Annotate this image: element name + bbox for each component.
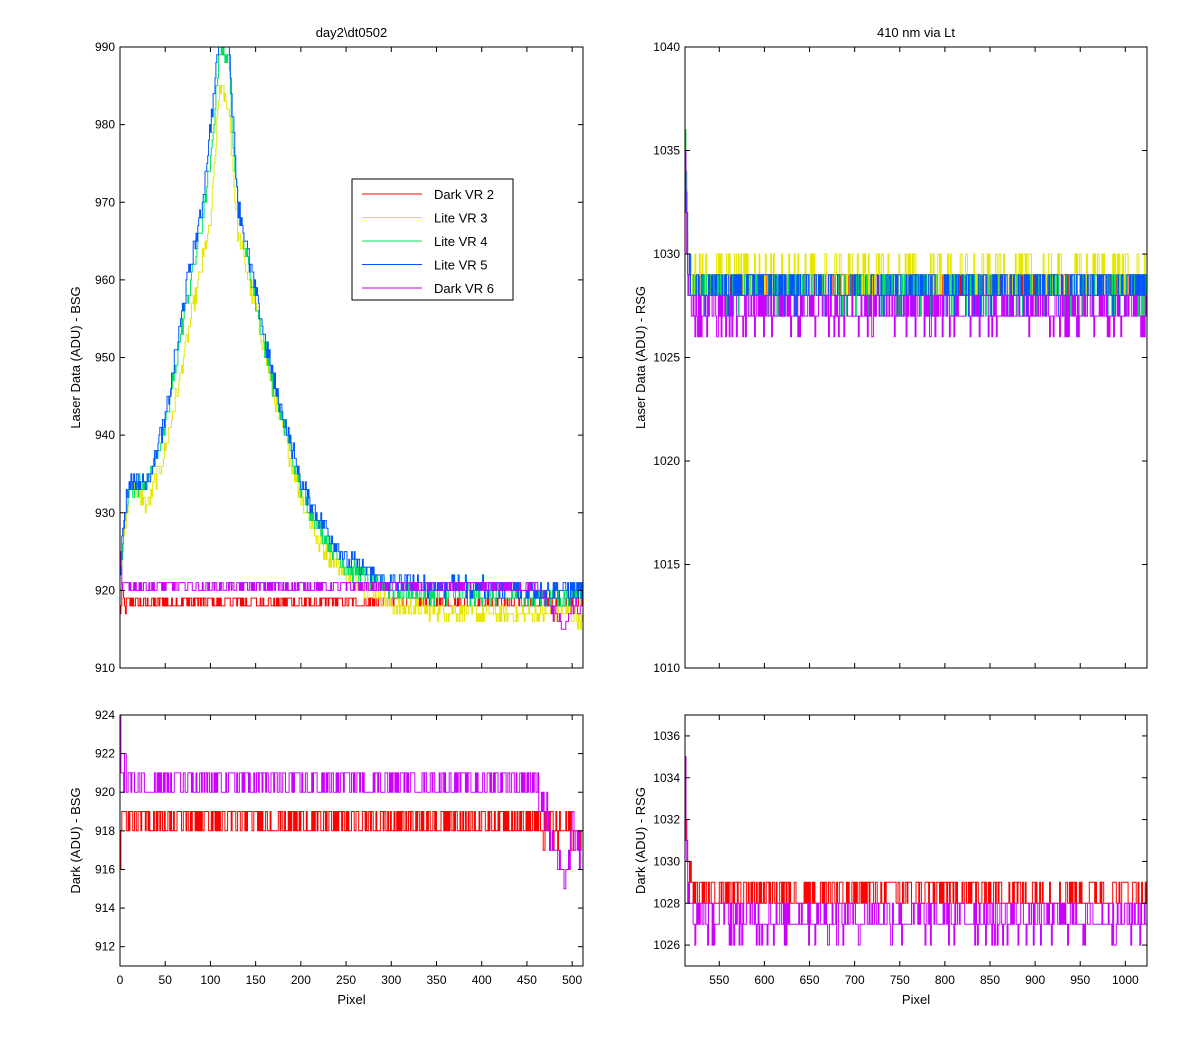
x-tick-label: 850 [980,973,1000,987]
y-tick-label: 1040 [653,40,680,54]
y-tick-label: 1010 [653,661,680,675]
series-line-dark-vr-6 [685,756,1147,946]
legend-label: Lite VR 3 [434,211,487,226]
x-tick-label: 800 [935,973,955,987]
y-axis-label: Dark (ADU) - BSG [68,787,83,893]
x-tick-label: 200 [291,973,311,987]
y-tick-label: 1030 [653,854,680,868]
series-line-dark-vr-6 [120,551,583,630]
y-tick-label: 1034 [653,771,680,785]
y-tick-label: 970 [95,195,115,209]
legend-box [351,178,514,301]
x-tick-label: 1000 [1112,973,1139,987]
x-tick-label: 100 [200,973,220,987]
y-tick-label: 1015 [653,558,680,572]
y-tick-label: 912 [95,940,115,954]
x-tick-label: 550 [709,973,729,987]
legend-label: Lite VR 5 [434,258,487,273]
panel-top-left: 910 920 930 940 950 960 970 980 990 day2\dt0502 La… [68,25,584,675]
plot-frame-bottom-right [684,714,1148,967]
panel-top-right: 1010 1015 1020 1025 1030 1035 1040 410 nm via L… [633,25,1148,675]
y-tick-label: 930 [95,506,115,520]
series-line-lite-vr-5 [120,47,583,599]
y-tick-label: 960 [95,273,115,287]
y-tick-label: 1020 [653,454,680,468]
y-axis-label: Laser Data (ADU) - BSG [68,286,83,428]
chart-title: 410 nm via Lt [877,25,955,40]
x-tick-label: 50 [159,973,173,987]
x-tick-label: 950 [1070,973,1090,987]
y-tick-label: 1025 [653,351,680,365]
x-tick-label: 400 [472,973,492,987]
legend-label: Dark VR 6 [434,281,494,296]
y-tick-label: 922 [95,747,115,761]
y-tick-label: 990 [95,40,115,54]
series-line-dark-vr-6 [120,715,583,890]
y-tick-label: 918 [95,824,115,838]
series-line-dark-vr-2 [120,811,583,870]
x-tick-label: 650 [800,973,820,987]
x-tick-label: 350 [426,973,446,987]
y-tick-label: 1026 [653,938,680,952]
y-tick-label: 980 [95,118,115,132]
x-tick-label: 250 [336,973,356,987]
plot-area-top-right [684,46,1148,669]
series-group-top-right [685,129,1147,338]
chart-title: day2\dt0502 [316,25,388,40]
x-tick-label: 700 [845,973,865,987]
y-tick-label: 1028 [653,896,680,910]
plot-frame-bottom-left [119,714,584,967]
x-tick-label: 150 [246,973,266,987]
y-tick-label: 924 [95,708,115,722]
x-tick-label: 750 [890,973,910,987]
panel-bottom-left: 0 50 100 150 200 250 300 350 400 450 500 912 914 916 9… [68,708,584,1007]
legend: Dark VR 2 Lite VR 3 Lite VR 4 Lite VR 5 Dark… [351,178,514,301]
y-tick-label: 940 [95,428,115,442]
y-tick-label: 920 [95,785,115,799]
legend-label: Dark VR 2 [434,187,494,202]
y-tick-label: 1032 [653,813,680,827]
x-tick-label: 0 [117,973,124,987]
x-axis-label: Pixel [337,992,365,1007]
x-tick-label: 500 [562,973,582,987]
y-tick-label: 910 [95,661,115,675]
x-tick-label: 600 [754,973,774,987]
y-axis-label: Laser Data (ADU) - RSG [633,286,648,429]
series-group-bottom-right [685,756,1147,946]
series-line-dark-vr-6 [685,150,1147,338]
x-tick-label: 450 [517,973,537,987]
y-tick-label: 1030 [653,247,680,261]
y-tick-label: 914 [95,901,115,915]
legend-label: Lite VR 4 [434,234,487,249]
y-tick-label: 916 [95,862,115,876]
panel-bottom-right: 550 600 650 700 750 800 850 900 950 1000 1026 1028 1… [633,714,1148,1007]
x-axis-label: Pixel [902,992,930,1007]
y-tick-label: 950 [95,351,115,365]
series-group-top-left [120,47,583,630]
plot-area-bottom-right [684,714,1148,967]
plot-area-bottom-left [119,714,584,967]
y-tick-label: 1035 [653,144,680,158]
y-axis-label: Dark (ADU) - RSG [633,787,648,894]
y-tick-label: 920 [95,583,115,597]
y-tick-label: 1036 [653,729,680,743]
x-tick-label: 300 [381,973,401,987]
series-group-bottom-left [120,715,583,890]
x-tick-label: 900 [1025,973,1045,987]
